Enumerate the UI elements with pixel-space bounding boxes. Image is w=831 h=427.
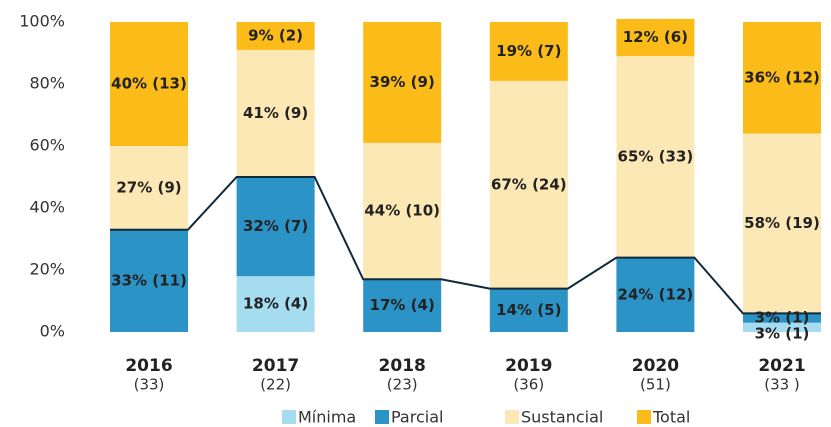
value-label: 3% (1) [755, 309, 810, 327]
bar-segment [236, 22, 315, 50]
bar-segment [110, 146, 188, 230]
bar-segment [363, 279, 442, 332]
bar-segment [616, 18, 695, 57]
y-tick-label: 80% [29, 74, 65, 93]
bar-segment [363, 142, 442, 280]
value-label: 41% (9) [243, 104, 308, 122]
value-label: 58% (19) [744, 214, 820, 232]
value-label: 12% (6) [623, 28, 688, 46]
x-tick-label: 2018 [379, 356, 426, 376]
x-tick-count: (22) [260, 376, 291, 394]
value-label: 9% (2) [248, 26, 303, 44]
value-label: 3% (1) [755, 325, 810, 343]
x-tick-count: (51) [640, 376, 671, 394]
bar-segment [743, 133, 821, 314]
value-label: 24% (12) [618, 285, 694, 303]
value-label: 27% (9) [116, 178, 181, 196]
bar-segment [743, 22, 821, 134]
bar-segment [236, 49, 315, 177]
value-label: 40% (13) [111, 75, 187, 93]
legend-swatch [637, 410, 651, 424]
bar-segment [489, 288, 568, 332]
x-tick-count: (36) [513, 376, 544, 394]
value-label: 39% (9) [370, 73, 435, 91]
legend-label: Total [652, 408, 690, 427]
bar-segment [616, 56, 695, 258]
legend-label: Mínima [298, 408, 356, 427]
bar-segment [363, 22, 442, 143]
value-label: 36% (12) [744, 68, 820, 86]
y-tick-label: 40% [29, 198, 65, 217]
bar-segment [743, 313, 821, 323]
x-tick-label: 2020 [632, 356, 679, 376]
legend-swatch [375, 410, 389, 424]
legend-swatch [282, 410, 296, 424]
y-tick-label: 60% [29, 136, 65, 155]
x-tick-count: (33 ) [764, 376, 800, 394]
bar-segment [489, 22, 568, 81]
value-label: 44% (10) [364, 202, 440, 220]
x-tick-label: 2017 [252, 356, 299, 376]
bar-segment [110, 229, 188, 332]
value-label: 65% (33) [618, 147, 694, 165]
value-label: 17% (4) [370, 296, 435, 314]
x-tick-count: (33) [134, 376, 165, 394]
x-tick-count: (23) [387, 376, 418, 394]
value-label: 32% (7) [243, 217, 308, 235]
y-tick-label: 0% [40, 322, 65, 341]
bar-segment [743, 322, 821, 332]
bar-segment [110, 22, 188, 146]
bar-segment [236, 276, 315, 332]
value-label: 18% (4) [243, 295, 308, 313]
y-tick-label: 100% [19, 12, 65, 31]
threshold-line [110, 176, 821, 315]
bar-segment [489, 80, 568, 289]
value-label: 33% (11) [111, 271, 187, 289]
x-tick-label: 2021 [758, 356, 805, 376]
y-tick-label: 20% [29, 260, 65, 279]
x-tick-label: 2016 [125, 356, 172, 376]
value-label: 67% (24) [491, 175, 567, 193]
bar-segment [616, 257, 695, 332]
bar-segment [236, 177, 315, 277]
legend-swatch [505, 410, 519, 424]
value-label: 14% (5) [496, 301, 561, 319]
legend-label: Parcial [391, 408, 443, 427]
value-label: 19% (7) [496, 42, 561, 60]
x-tick-label: 2019 [505, 356, 552, 376]
legend-label: Sustancial [521, 408, 603, 427]
